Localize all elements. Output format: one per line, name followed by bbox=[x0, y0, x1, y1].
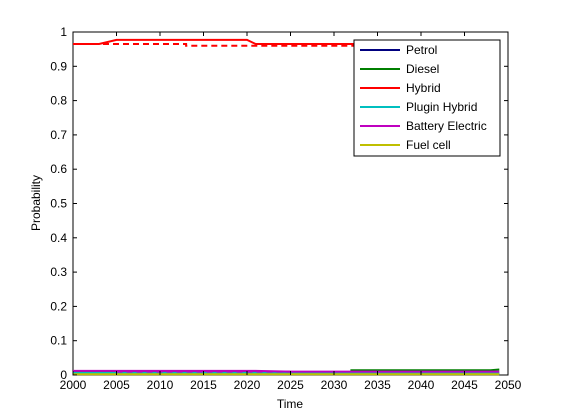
y-tick-label: 0.2 bbox=[50, 299, 67, 313]
x-tick-label: 2005 bbox=[103, 378, 130, 392]
legend: Petrol Diesel Hybrid Plugin Hybrid Battery E… bbox=[353, 39, 501, 157]
x-tick-label: 2020 bbox=[234, 378, 261, 392]
y-axis-ticks: 0 0.1 0.2 0.3 0.4 0.5 0.6 0.7 0.8 0.9 1 bbox=[50, 25, 508, 382]
y-tick-label: 0.3 bbox=[50, 265, 67, 279]
x-tick-label: 2030 bbox=[321, 378, 348, 392]
legend-label-battery-electric: Battery Electric bbox=[406, 119, 487, 133]
y-axis-label: Probability bbox=[29, 175, 43, 231]
x-tick-label: 2015 bbox=[190, 378, 217, 392]
x-tick-label: 2045 bbox=[451, 378, 478, 392]
y-tick-label: 0.5 bbox=[50, 197, 67, 211]
legend-box bbox=[353, 39, 501, 157]
legend-label-hybrid: Hybrid bbox=[406, 81, 441, 95]
y-tick-label: 0.1 bbox=[50, 334, 67, 348]
x-tick-label: 2035 bbox=[364, 378, 391, 392]
y-tick-label: 1 bbox=[60, 25, 67, 39]
series-lines bbox=[73, 38, 500, 376]
legend-label-petrol: Petrol bbox=[406, 43, 437, 57]
series-line-battery-electric bbox=[73, 369, 500, 373]
x-tick-label: 2040 bbox=[408, 378, 435, 392]
legend-label-diesel: Diesel bbox=[406, 62, 439, 76]
y-tick-label: 0.9 bbox=[50, 59, 67, 73]
x-tick-label: 2025 bbox=[277, 378, 304, 392]
x-axis-ticks: 2000 2005 2010 2015 2020 2025 2030 2035 2040 2045… bbox=[60, 32, 522, 392]
x-axis-label: Time bbox=[277, 397, 304, 411]
x-tick-label: 2010 bbox=[147, 378, 174, 392]
legend-label-fuel-cell: Fuel cell bbox=[406, 138, 451, 152]
legend-label-plugin-hybrid: Plugin Hybrid bbox=[406, 100, 477, 114]
y-tick-label: 0 bbox=[60, 368, 67, 382]
y-tick-label: 0.8 bbox=[50, 94, 67, 108]
dashed-line-hybrid bbox=[73, 43, 500, 47]
y-tick-label: 0.6 bbox=[50, 162, 67, 176]
x-tick-label: 2000 bbox=[60, 378, 87, 392]
y-tick-label: 0.7 bbox=[50, 128, 67, 142]
y-tick-label: 0.4 bbox=[50, 231, 67, 245]
series-line-hybrid bbox=[73, 38, 500, 45]
x-tick-label: 2050 bbox=[495, 378, 522, 392]
